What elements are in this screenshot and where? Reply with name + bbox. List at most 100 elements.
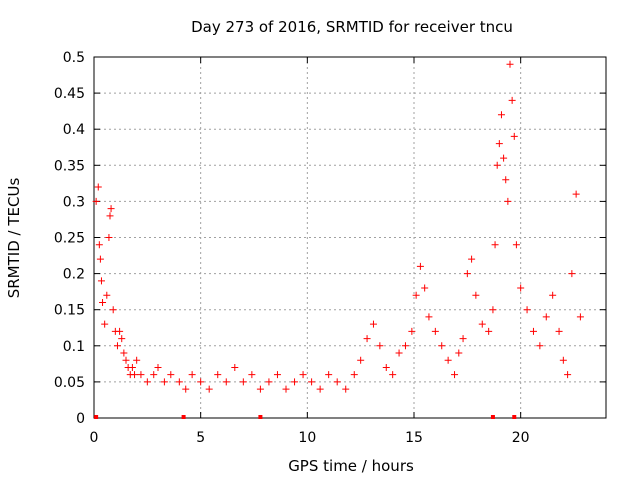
data-point [412, 291, 420, 299]
data-point [122, 356, 130, 364]
data-point [576, 313, 584, 321]
data-point [92, 197, 100, 205]
data-point [109, 306, 117, 314]
data-point [491, 241, 499, 249]
data-point [382, 363, 390, 371]
data-point [273, 371, 281, 379]
data-point [376, 342, 384, 350]
y-tick-label: 0.1 [63, 339, 85, 355]
data-point [489, 306, 497, 314]
y-tick-label: 0.3 [63, 194, 85, 210]
data-point [94, 183, 102, 191]
data-point [502, 176, 510, 184]
data-point [431, 327, 439, 335]
data-point [103, 291, 111, 299]
data-point [485, 327, 493, 335]
data-point [357, 356, 365, 364]
data-point [421, 284, 429, 292]
y-tick-label: 0 [76, 411, 85, 427]
data-point [222, 378, 230, 386]
baseline-markers [94, 415, 517, 419]
data-point [97, 277, 105, 285]
data-point [416, 262, 424, 270]
data-point [493, 161, 501, 169]
data-point [363, 335, 371, 343]
baseline-marker [490, 415, 495, 419]
data-point [572, 190, 580, 198]
data-point [316, 385, 324, 393]
data-points [92, 60, 584, 393]
data-point [568, 270, 576, 278]
grid-lines [94, 57, 606, 418]
data-point [128, 363, 136, 371]
data-point [131, 371, 139, 379]
data-point [512, 241, 520, 249]
y-tick-label: 0.45 [54, 86, 85, 102]
data-point [468, 255, 476, 263]
x-tick-label: 10 [298, 430, 316, 446]
data-point [325, 371, 333, 379]
baseline-marker [94, 415, 99, 419]
y-tick-label: 0.15 [54, 303, 85, 319]
data-point [256, 385, 264, 393]
x-tick-label: 0 [90, 430, 99, 446]
data-point [536, 342, 544, 350]
data-point [478, 320, 486, 328]
baseline-marker [181, 415, 186, 419]
data-point [369, 320, 377, 328]
data-point [497, 111, 505, 119]
data-point [342, 385, 350, 393]
data-point [95, 241, 103, 249]
data-point [137, 371, 145, 379]
data-point [451, 371, 459, 379]
data-point [113, 342, 121, 350]
data-point [105, 234, 113, 241]
data-point [205, 385, 213, 393]
data-point [299, 371, 307, 379]
data-point [118, 335, 126, 343]
data-point [350, 371, 358, 379]
data-point [282, 385, 290, 393]
data-point [333, 378, 341, 386]
y-tick-label: 0.5 [63, 50, 85, 66]
data-point [495, 140, 503, 148]
baseline-marker [258, 415, 263, 419]
x-tick-label: 20 [512, 430, 530, 446]
data-point [444, 356, 452, 364]
x-tick-label: 5 [196, 430, 205, 446]
data-point [188, 371, 196, 379]
data-point [506, 60, 514, 68]
data-point [239, 378, 247, 386]
data-point [555, 327, 563, 335]
y-axis-label: SRMTID / TECUs [5, 178, 23, 299]
data-point [106, 212, 114, 220]
chart-title: Day 273 of 2016, SRMTID for receiver tnc… [191, 18, 513, 36]
data-point [389, 371, 397, 379]
data-point [529, 327, 537, 335]
data-point [308, 378, 316, 386]
data-point [133, 356, 141, 364]
data-point [459, 335, 467, 343]
data-point [510, 132, 518, 140]
data-point [99, 298, 107, 306]
y-tick-label: 0.35 [54, 158, 85, 174]
data-point [425, 313, 433, 321]
y-tick-label: 0.05 [54, 375, 85, 391]
data-point [231, 363, 239, 371]
data-point [175, 378, 183, 386]
data-point [116, 327, 124, 335]
data-point [408, 327, 416, 335]
data-point [96, 255, 104, 263]
data-point [401, 342, 409, 350]
data-point [549, 291, 557, 299]
data-point [167, 371, 175, 379]
data-point [504, 197, 512, 205]
data-point [120, 349, 128, 357]
data-point [291, 378, 299, 386]
y-tick-label: 0.25 [54, 231, 85, 247]
data-point [542, 313, 550, 321]
data-point [107, 205, 115, 213]
data-point [455, 349, 463, 357]
axes: 0 0.05 0.1 0.15 0.2 0.25 0.3 0.35 0.4 0.45 0.5 0 5 10… [54, 50, 606, 446]
data-point [143, 378, 151, 386]
